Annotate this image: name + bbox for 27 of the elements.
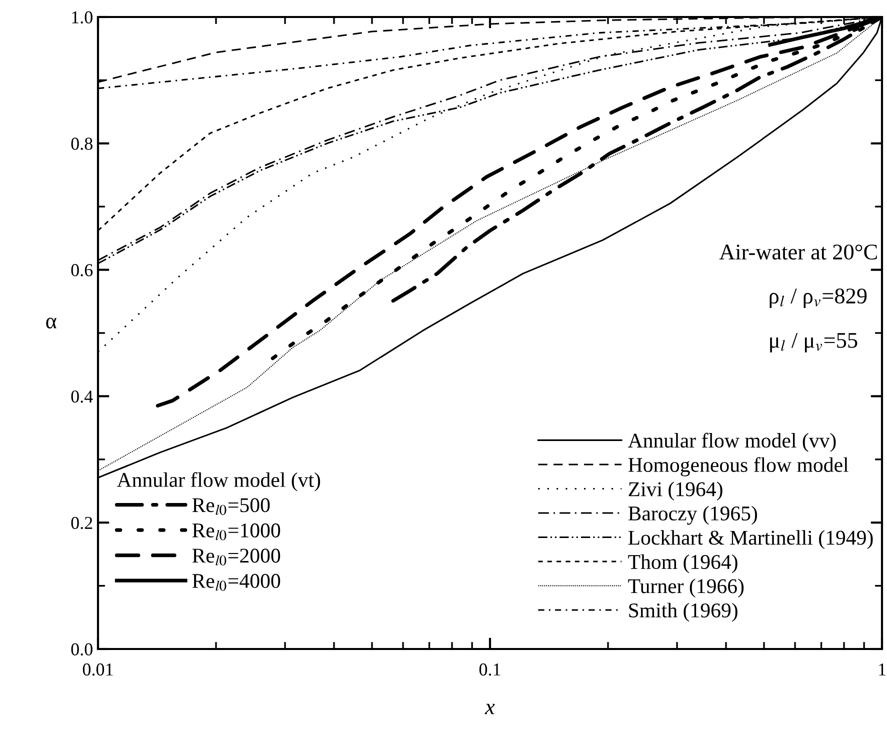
x-tick-label: 0.1 [479, 663, 500, 676]
y-tick-label: 1.0 [72, 11, 92, 24]
y-tick-label: 0.2 [71, 516, 92, 530]
x-tick-label: 0.01 [82, 663, 113, 676]
legend-label: Re$_{l0}$=2000 [192, 548, 280, 566]
y-axis-title: α [46, 318, 56, 328]
annotation: μ$_{l}$ / μ$_{v}$=55 [770, 333, 858, 352]
legend-label: Re$_{l0}$=1000 [192, 523, 280, 540]
legend-label: Re$_{l0}$=4000 [192, 574, 280, 591]
annotation: Air-water at 20°C [719, 244, 877, 260]
legend-label: Re$_{l0}$=500 [192, 498, 270, 515]
legend-label: Zivi (1964) [628, 482, 722, 501]
annotation: ρ$_{l}$ / ρ$_{v}$=829 [770, 288, 867, 308]
legend-label: Annular flow model (vv) [628, 432, 836, 452]
y-tick-label: 0.4 [71, 390, 93, 403]
x-axis-title: x [484, 704, 495, 714]
legend-title: Annular flow model (vt) [116, 472, 320, 492]
legend-label: Baroczy (1965) [628, 506, 758, 525]
legend-label: Homogeneous flow model [628, 457, 848, 476]
legend-label: Thom (1964) [628, 554, 738, 574]
y-tick-label: 0.6 [71, 264, 93, 276]
legend-label: Smith (1969) [629, 602, 738, 622]
legend-label: Lockhart & Martinelli (1949) [628, 530, 873, 550]
x-tick-label: 1 [879, 664, 886, 676]
legend-label: Turner (1966) [628, 578, 744, 598]
y-tick-label: 0.0 [71, 643, 92, 656]
y-tick-label: 0.8 [71, 138, 92, 150]
